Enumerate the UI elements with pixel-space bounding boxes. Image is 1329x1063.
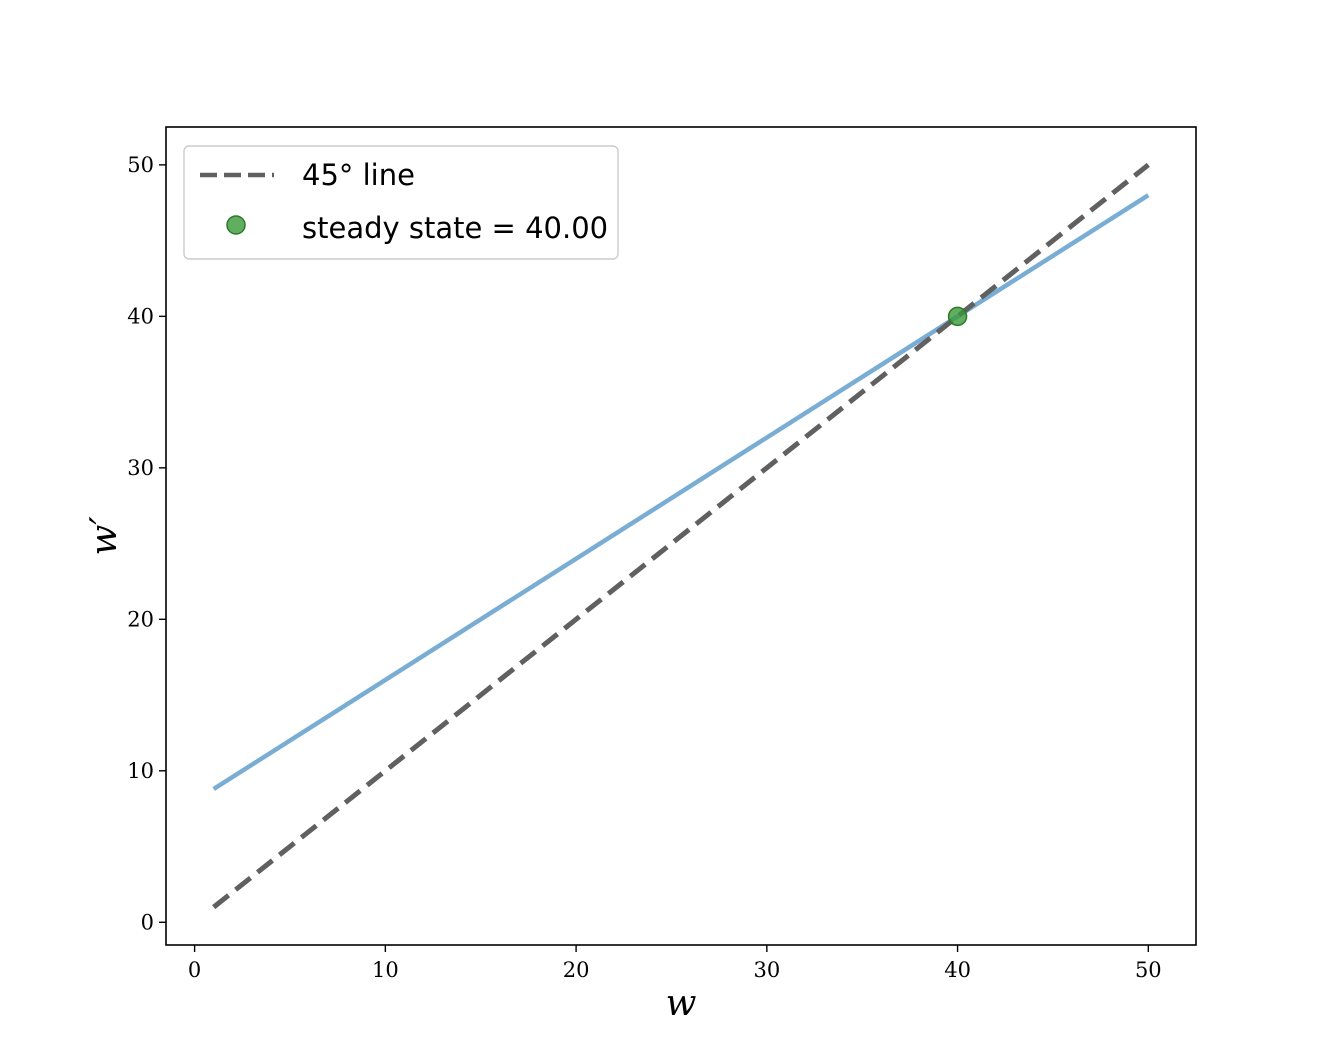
series-layer [212,162,1150,910]
legend: 45° line steady state = 40.00 [183,145,619,260]
y-tick-label: 30 [127,456,154,480]
plot-frame [165,126,1197,946]
series-line-45-degree [212,162,1150,910]
x-tick-label: 50 [1135,958,1162,982]
x-tick-label: 10 [372,958,399,982]
y-tick-label: 40 [127,304,154,328]
x-axis-label: w [666,983,697,1024]
y-tick-label: 0 [141,910,154,934]
y-tick-label: 20 [127,607,154,631]
y-axis-label: w′ [84,517,125,556]
series-line-law-of-motion [212,193,1150,791]
x-tick-label: 30 [753,958,780,982]
x-tick-label: 20 [563,958,590,982]
x-tick-label: 40 [944,958,971,982]
legend-label-45-line: 45° line [302,158,415,192]
ticks-layer: 0 10 20 30 40 50 0 10 20 30 40 50 [127,153,1161,982]
x-tick-label: 0 [188,958,201,982]
legend-point-marker [226,215,246,235]
y-tick-label: 50 [127,153,154,177]
steady-state-point [947,306,968,327]
y-tick-label: 10 [127,759,154,783]
legend-box [183,145,619,260]
legend-label-steady-state: steady state = 40.00 [302,211,608,245]
